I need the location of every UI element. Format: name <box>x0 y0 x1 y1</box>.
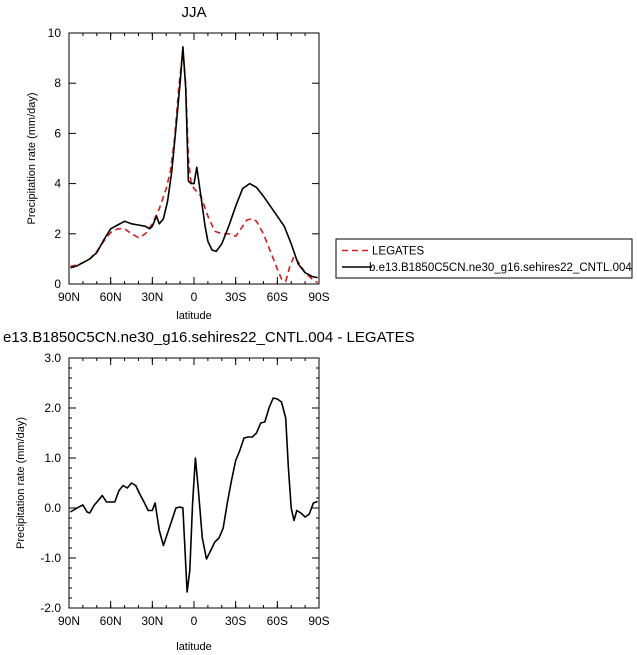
top-precip-chart: JJA 90N 60N 30N 0 30S 60S 90S 0 2 4 6 8 10 latitude… <box>26 4 330 322</box>
top-y-tick-label: 2 <box>54 227 61 241</box>
top-y-tick-labels: 0 2 4 6 8 10 <box>48 26 62 291</box>
bottom-x-tick-label: 90S <box>308 614 329 628</box>
top-x-tick-label: 90S <box>308 290 329 304</box>
bottom-y-tick-labels: -2.0 -1.0 0.0 1.0 2.0 3.0 <box>40 351 61 615</box>
top-x-tick-label: 0 <box>191 290 198 304</box>
top-series-line-b-e13-b1850c5cn-ne30-g16-sehires22-cntl-004 <box>70 45 318 279</box>
bottom-y-tick-label: 3.0 <box>44 351 61 365</box>
legend: LEGATES b.e13.B1850C5CN.ne30_g16.sehires… <box>335 238 633 279</box>
top-x-tick-label: 30S <box>225 290 246 304</box>
bottom-chart-title: e13.B1850C5CN.ne30_g16.sehires22_CNTL.00… <box>3 329 415 346</box>
top-y-axis-label: Precipitation rate (mm/day) <box>26 92 38 224</box>
bottom-x-tick-label: 30N <box>141 614 163 628</box>
top-series-line-legates <box>70 49 319 284</box>
bottom-y-tick-label: 2.0 <box>44 401 61 415</box>
legend-label-model: b.e13.B1850C5CN.ne30_g16.sehires22_CNTL.… <box>369 262 632 274</box>
top-plot-frame <box>68 32 320 285</box>
bottom-x-tick-label: 90N <box>58 614 80 628</box>
bottom-difference-chart: e13.B1850C5CN.ne30_g16.sehires22_CNTL.00… <box>3 329 415 653</box>
bottom-x-tick-label: 60N <box>100 614 122 628</box>
top-y-tick-label: 8 <box>54 76 61 90</box>
top-x-tick-label: 60S <box>267 290 288 304</box>
legend-label-legates: LEGATES <box>372 246 425 258</box>
top-y-tick-label: 6 <box>54 126 61 140</box>
top-tick-marks <box>68 32 320 285</box>
top-chart-title: JJA <box>181 4 206 21</box>
bottom-series-lines <box>69 397 318 593</box>
bottom-y-tick-label: -1.0 <box>40 551 61 565</box>
top-y-tick-label: 4 <box>54 177 61 191</box>
bottom-x-axis-label: latitude <box>176 641 211 653</box>
top-x-tick-label: 60N <box>100 290 122 304</box>
bottom-x-tick-labels: 90N 60N 30N 0 30S 60S 90S <box>58 614 330 628</box>
top-x-tick-label: 90N <box>58 290 80 304</box>
bottom-y-tick-label: -2.0 <box>40 601 61 615</box>
top-x-tick-label: 30N <box>141 290 163 304</box>
bottom-y-axis-label: Precipitation rate (mm/day) <box>15 417 27 549</box>
bottom-x-tick-label: 30S <box>225 614 246 628</box>
top-series-lines <box>70 45 319 284</box>
top-y-tick-label: 0 <box>54 277 61 291</box>
bottom-y-tick-label: 1.0 <box>44 451 61 465</box>
bottom-series-line-difference <box>69 397 318 593</box>
top-x-tick-labels: 90N 60N 30N 0 30S 60S 90S <box>58 290 330 304</box>
legend-box <box>335 238 633 279</box>
bottom-x-tick-label: 0 <box>191 614 198 628</box>
top-y-tick-label: 10 <box>48 26 62 40</box>
bottom-y-tick-label: 0.0 <box>44 501 61 515</box>
bottom-x-tick-label: 60S <box>267 614 288 628</box>
top-x-axis-label: latitude <box>176 310 211 322</box>
bottom-plot-frame <box>68 357 320 609</box>
